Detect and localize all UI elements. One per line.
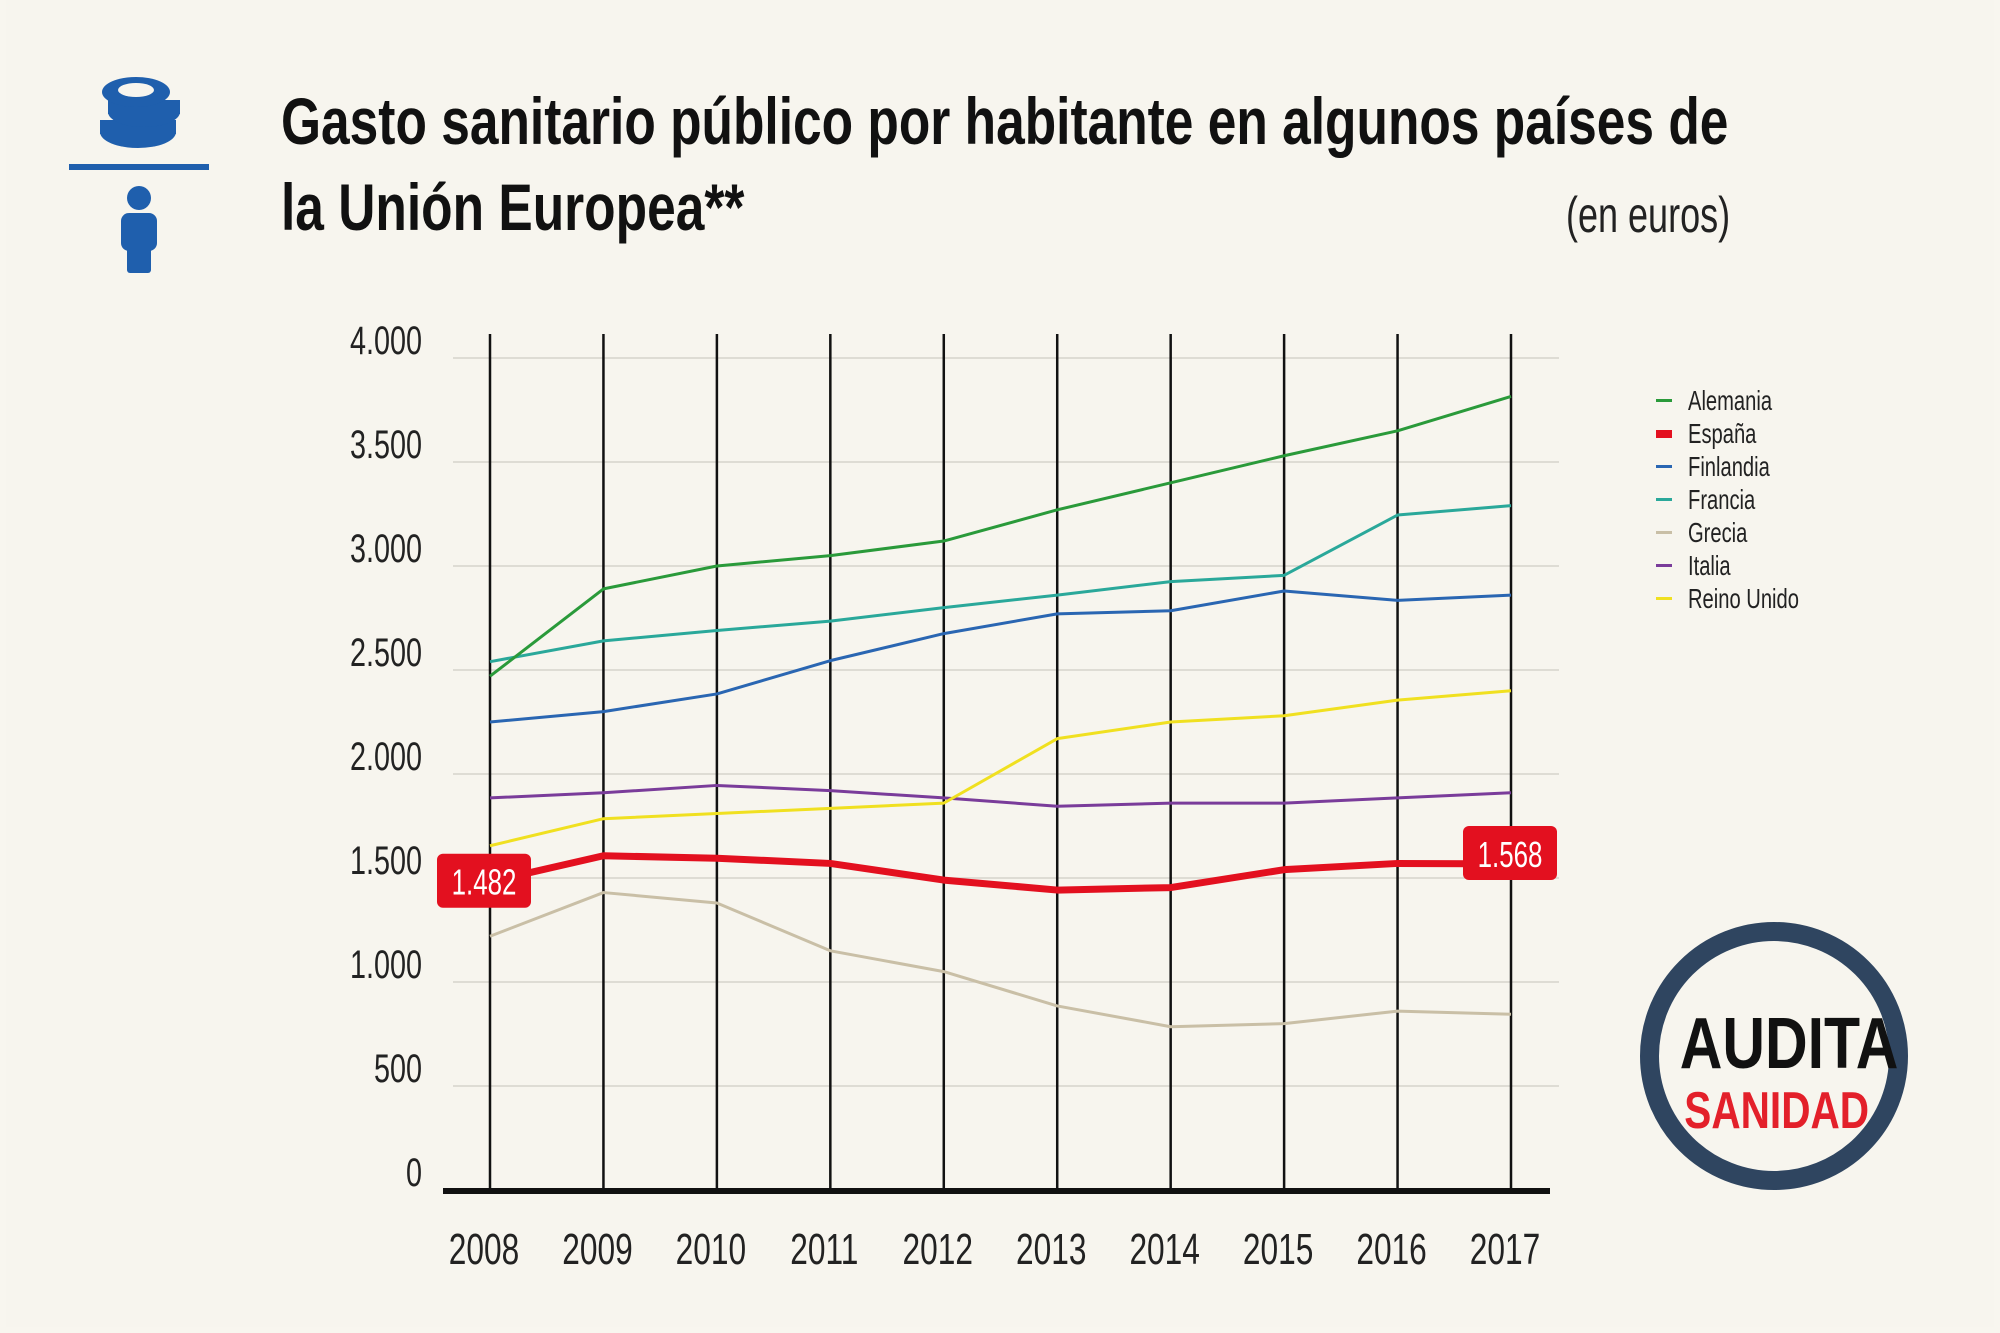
legend-label: Grecia: [1688, 516, 1748, 548]
legend-label: Reino Unido: [1688, 582, 1799, 614]
coins-per-person-icon: [69, 77, 209, 273]
series-line: [489, 395, 1512, 678]
divider-line: [69, 164, 209, 170]
chart-title: Gasto sanitario público por habitante en…: [281, 78, 1728, 250]
y-tick-label: 2.500: [350, 630, 422, 675]
series-finlandia: [489, 589, 1512, 724]
logo-text-audita: AUDITA: [1679, 1004, 1899, 1084]
legend-swatch: [1656, 564, 1672, 567]
x-tick-label: 2008: [449, 1225, 519, 1274]
x-tick-label: 2010: [676, 1225, 746, 1274]
data-label: 1.482: [452, 863, 517, 903]
series-line: [489, 589, 1512, 724]
logo-text-sanidad: SANIDAD: [1684, 1082, 1870, 1140]
series-alemania: [489, 395, 1512, 678]
legend-swatch: [1656, 429, 1672, 438]
x-tick-label: 2012: [903, 1225, 973, 1274]
series-line: [489, 783, 1512, 808]
legend-label: Francia: [1688, 483, 1756, 515]
legend-swatch: [1656, 465, 1672, 468]
legend-item: Finlandia: [1656, 450, 1842, 483]
y-tick-label: 1.500: [350, 838, 422, 883]
x-tick-label: 2016: [1356, 1225, 1426, 1274]
legend-item: Italia: [1656, 549, 1842, 582]
x-tick-label: 2011: [790, 1225, 858, 1274]
y-tick-label: 0: [406, 1150, 422, 1195]
coins-icon: [100, 77, 180, 148]
series-grecia: [489, 891, 1512, 1029]
y-tick-label: 2.000: [350, 734, 422, 779]
title-line-2: la Unión Europea**: [281, 170, 745, 244]
y-tick-label: 1.000: [350, 942, 422, 987]
x-tick-label: 2014: [1129, 1225, 1199, 1274]
legend-item: Grecia: [1656, 516, 1842, 549]
legend-label: Italia: [1688, 549, 1731, 581]
x-tick-label: 2017: [1470, 1225, 1540, 1274]
legend-swatch: [1656, 498, 1672, 501]
series-line: [489, 891, 1512, 1029]
data-label: 1.568: [1478, 835, 1543, 875]
legend-swatch: [1656, 597, 1672, 600]
title-line-1: Gasto sanitario público por habitante en…: [281, 84, 1729, 158]
data-label-box: [437, 853, 531, 908]
unit-label: (en euros): [1566, 187, 1731, 243]
y-tick-label: 3.500: [350, 422, 422, 467]
legend-swatch: [1656, 399, 1672, 402]
y-tick-label: 4.000: [350, 318, 422, 363]
series-italia: [489, 783, 1512, 808]
legend-item: Francia: [1656, 483, 1842, 516]
series-francia: [489, 504, 1512, 664]
y-tick-label: 500: [374, 1046, 422, 1091]
series-reino-unido: [489, 689, 1512, 848]
person-icon: [121, 186, 157, 273]
x-tick-label: 2009: [562, 1225, 632, 1274]
legend: Alemania España Finlandia Francia Grecia Ital…: [1656, 384, 1842, 615]
series-españa: [489, 852, 1512, 894]
series-line: [489, 852, 1512, 894]
audita-sanidad-logo: AUDITA SANIDAD: [1640, 922, 1908, 1190]
series-line: [489, 689, 1512, 848]
legend-label: Finlandia: [1688, 450, 1770, 482]
data-label-box: [1463, 826, 1557, 880]
legend-label: Alemania: [1688, 384, 1773, 416]
legend-item: España: [1656, 417, 1842, 450]
legend-swatch: [1656, 531, 1672, 534]
series-line: [489, 504, 1512, 664]
y-tick-label: 3.000: [350, 526, 422, 571]
legend-label: España: [1688, 417, 1757, 449]
x-tick-label: 2013: [1016, 1225, 1086, 1274]
legend-item: Reino Unido: [1656, 582, 1842, 615]
x-tick-label: 2015: [1243, 1225, 1313, 1274]
legend-item: Alemania: [1656, 384, 1842, 417]
